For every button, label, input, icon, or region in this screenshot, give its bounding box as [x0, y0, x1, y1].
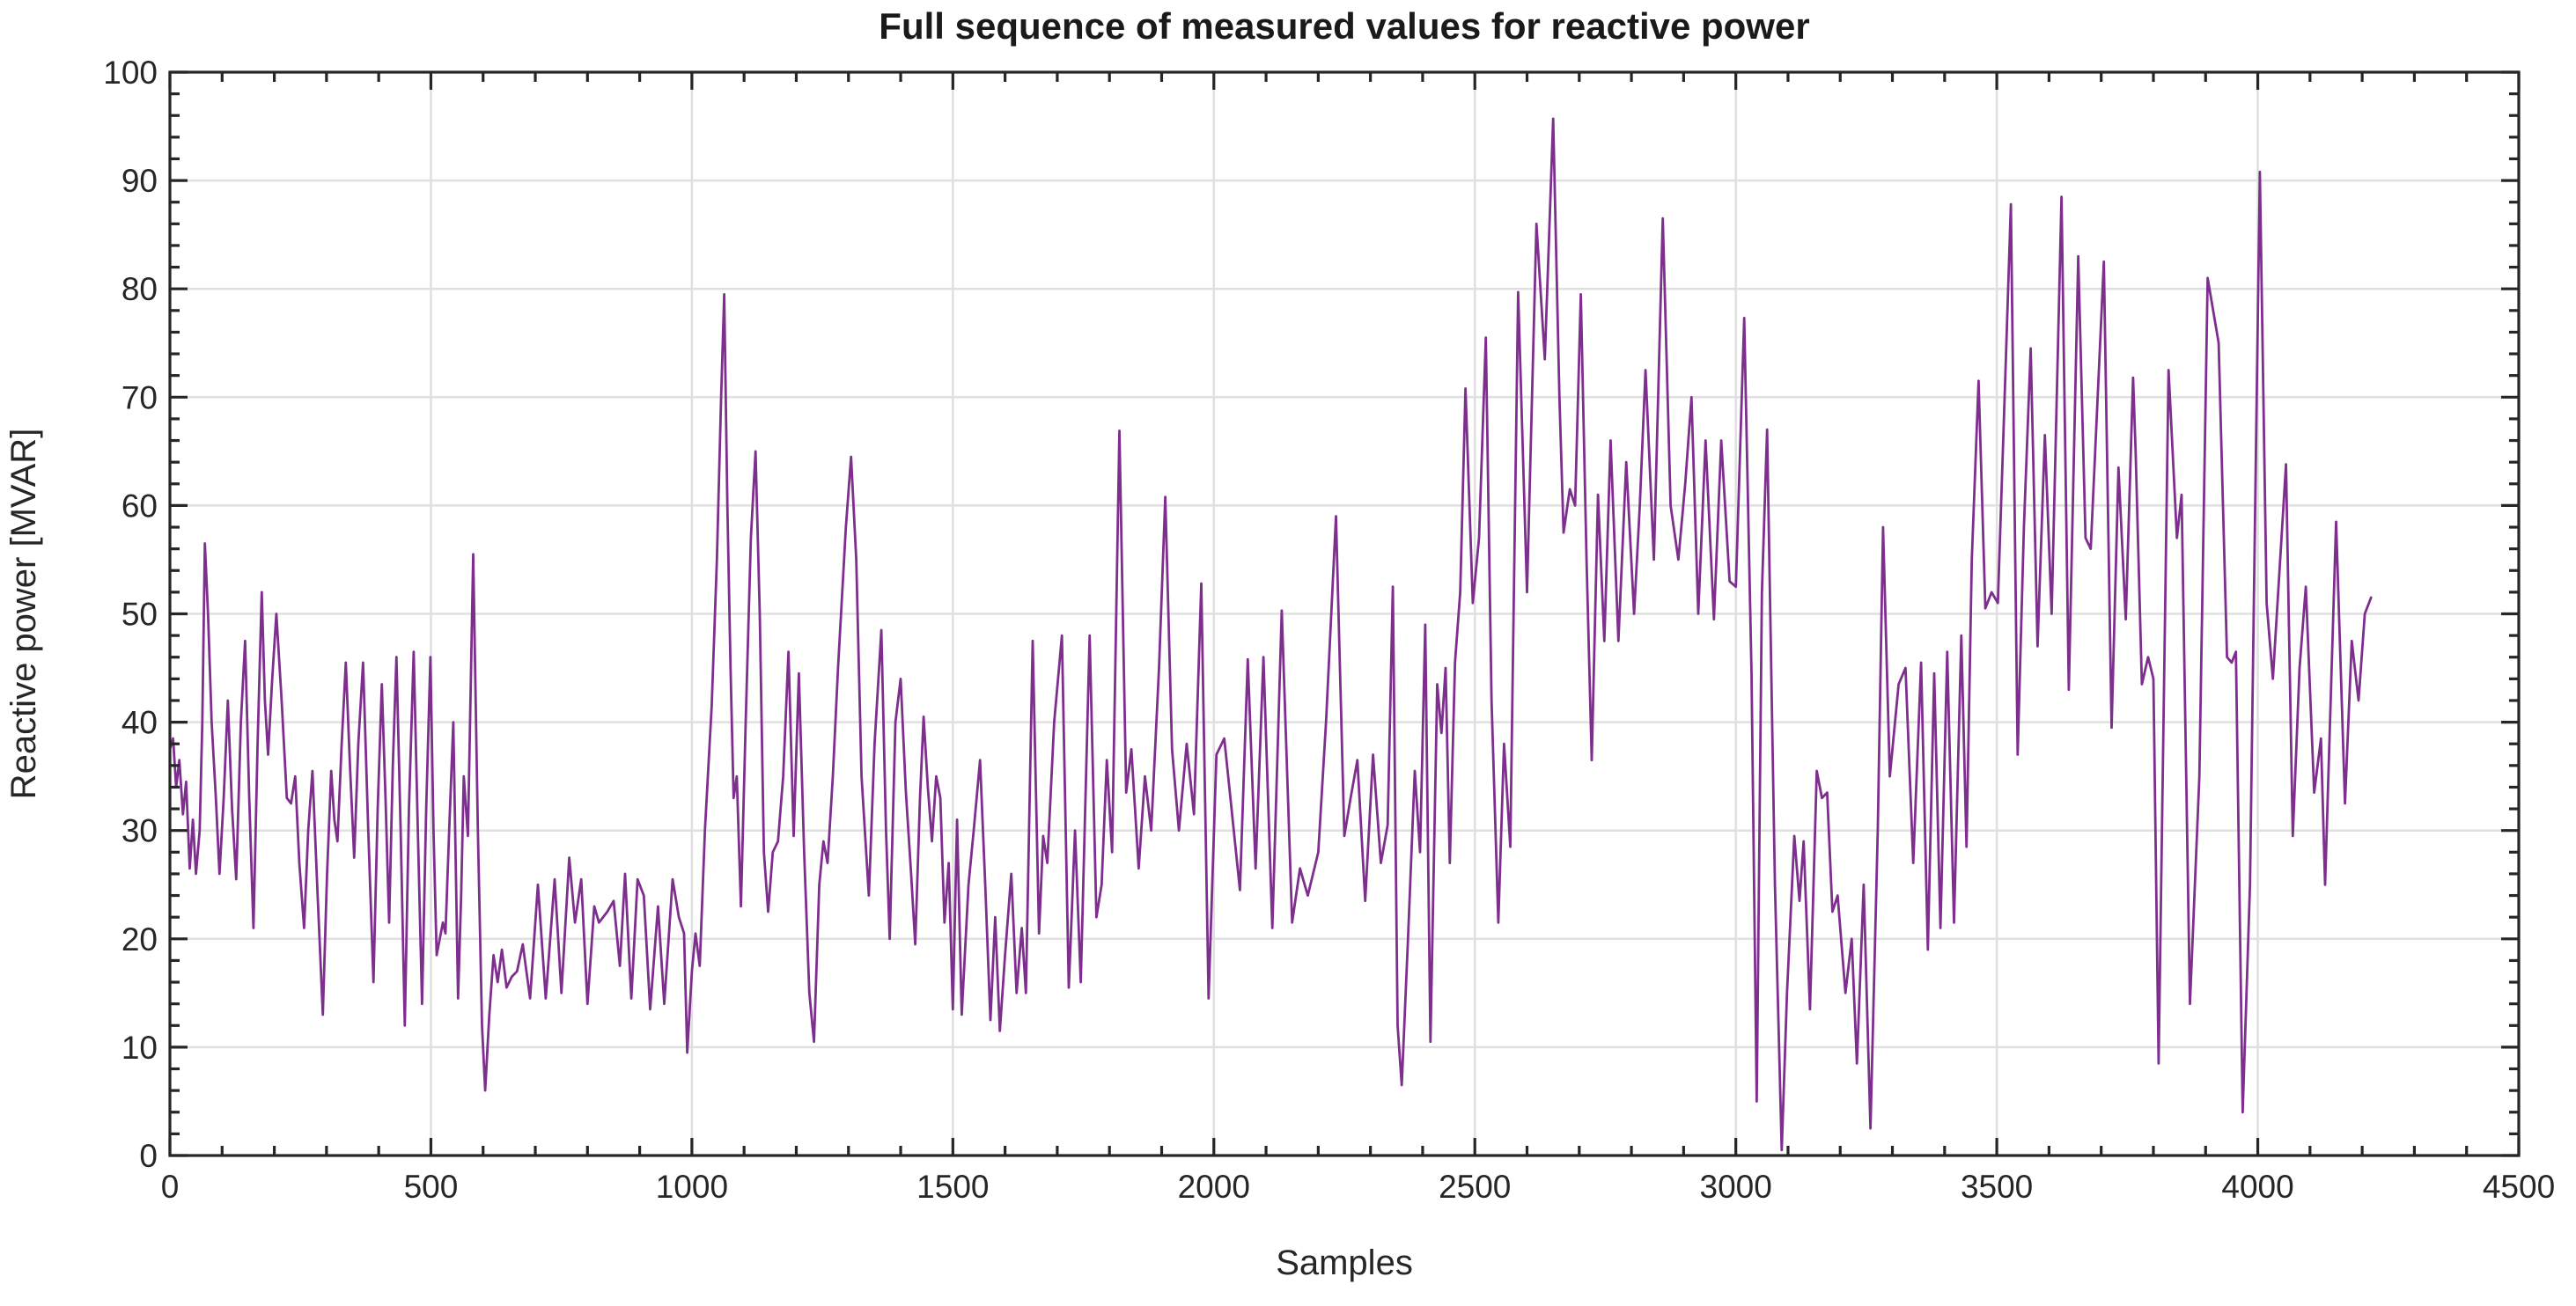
x-tick-label: 2000	[1178, 1169, 1250, 1205]
chart-title: Full sequence of measured values for rea…	[879, 5, 1809, 47]
y-tick-label: 60	[121, 488, 158, 524]
y-tick-label: 50	[121, 597, 158, 633]
y-tick-label: 90	[121, 163, 158, 199]
y-tick-label: 100	[103, 55, 158, 91]
x-tick-label: 500	[404, 1169, 459, 1205]
axes-layer	[168, 70, 2521, 1157]
y-tick-label: 30	[121, 813, 158, 849]
grid-lines	[170, 72, 2519, 1156]
y-axis-label: Reactive power [MVAR]	[4, 429, 43, 800]
y-tick-label: 70	[121, 379, 158, 415]
x-tick-label: 0	[161, 1169, 180, 1205]
y-tick-label: 10	[121, 1030, 158, 1066]
x-tick-label: 4000	[2221, 1169, 2293, 1205]
x-tick-label: 4500	[2483, 1169, 2555, 1205]
x-tick-label: 3500	[1961, 1169, 2033, 1205]
x-axis-label: Samples	[1276, 1244, 1413, 1282]
y-tick-label: 0	[139, 1138, 158, 1174]
x-tick-label: 1500	[916, 1169, 989, 1205]
y-tick-label: 80	[121, 271, 158, 307]
x-tick-label: 1000	[656, 1169, 728, 1205]
series-line	[168, 117, 2373, 1152]
y-tick-label: 40	[121, 705, 158, 741]
x-tick-label: 3000	[1700, 1169, 1772, 1205]
x-tick-label: 2500	[1439, 1169, 1511, 1205]
tick-labels: 0 500 1000 1500 2000 2500 3000 3500 4000 4500 0 10 2…	[103, 55, 2555, 1205]
y-tick-label: 20	[121, 921, 158, 957]
series-layer	[168, 117, 2373, 1152]
